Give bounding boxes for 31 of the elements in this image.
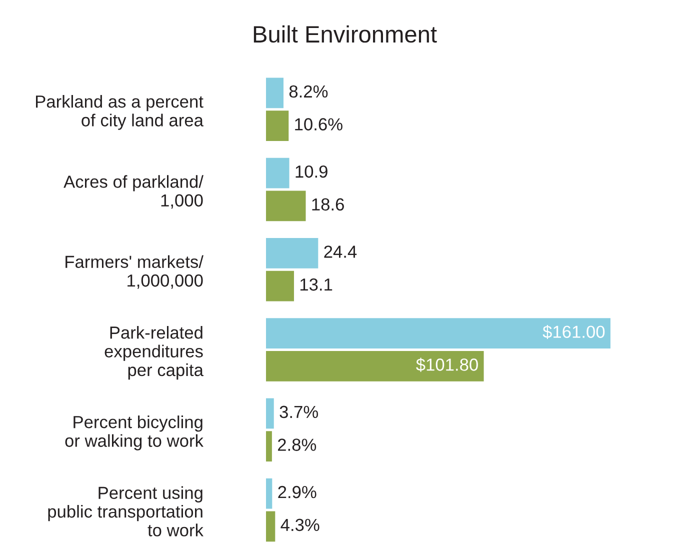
data-label: 3.7% (280, 406, 318, 418)
data-label: 2.9% (278, 486, 316, 498)
y-tick-label: Percent using public transportation to work (48, 486, 204, 536)
y-tick-label: Percent bicycling or walking to work (65, 415, 204, 450)
bar (266, 238, 318, 268)
bar (266, 350, 484, 382)
data-label: 24.4 (324, 246, 357, 258)
y-tick-label: Farmers' markets/ 1,000,000 (66, 255, 204, 289)
data-label: $101.80 (416, 358, 478, 372)
bar (266, 270, 294, 302)
data-label: 4.3% (280, 518, 320, 532)
data-label: 8.2% (289, 85, 328, 98)
y-tick-label: Parkland as a percent of city land area (36, 94, 204, 130)
data-label: 2.8% (278, 438, 316, 451)
data-label: 10.6% (295, 118, 342, 130)
bar (266, 190, 306, 222)
bar (266, 110, 289, 142)
bar (266, 158, 290, 188)
bar (266, 318, 610, 349)
data-label: 13.1 (300, 278, 332, 291)
bar (266, 478, 272, 509)
bar (266, 78, 284, 108)
bar (266, 431, 272, 462)
data-label: 18.6 (312, 198, 344, 211)
chart-title: Built Environment (254, 25, 437, 43)
bar (266, 511, 276, 542)
data-label: $161.00 (542, 324, 605, 340)
y-tick-label: Acres of parkland/ 1,000 (64, 175, 204, 209)
data-label: 10.9 (296, 165, 328, 178)
y-tick-label: Park-related expenditures per capita (104, 326, 204, 380)
bar (266, 398, 274, 429)
